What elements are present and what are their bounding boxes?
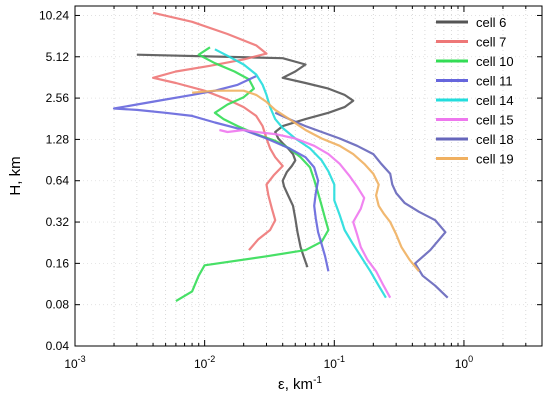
legend-label: cell 18 [476, 132, 514, 147]
x-tick-label: 10-2 [194, 354, 215, 371]
series-line-cell-7 [152, 11, 284, 251]
x-tick-label: 100 [455, 354, 473, 371]
legend-label: cell 19 [476, 152, 514, 167]
x-tick-label-exp: -1 [337, 354, 345, 364]
series-line-cell-14 [214, 48, 387, 299]
legend-label: cell 14 [476, 93, 514, 108]
x-axis-title-sup: -1 [313, 375, 322, 386]
x-tick-label-base: 10 [324, 357, 338, 371]
legend-label: cell 11 [476, 74, 513, 89]
x-tick-label-base: 10 [194, 357, 208, 371]
y-tick-label: 5.12 [46, 50, 70, 64]
x-tick-label: 10-3 [64, 354, 85, 371]
series-line-cell-18 [274, 111, 449, 299]
x-tick-label: 10-1 [324, 354, 345, 371]
series-line-cell-19 [192, 89, 420, 272]
series-line-cell-6 [136, 53, 355, 268]
axes: 0.040.080.160.320.641.282.565.1210.2410-… [39, 5, 543, 371]
legend-label: cell 6 [476, 15, 506, 30]
legend-label: cell 7 [476, 35, 506, 50]
x-tick-label-base: 10 [64, 357, 78, 371]
y-tick-label: 0.08 [46, 298, 70, 312]
y-tick-label: 0.64 [46, 174, 70, 188]
y-axis-title: H, km [7, 156, 24, 195]
series-line-cell-15 [219, 128, 392, 299]
x-axis-title: ε, km-1 [278, 375, 322, 393]
series-layer [112, 11, 449, 303]
plot-frame [74, 5, 543, 347]
x-axis-title-main: ε, km [278, 376, 313, 393]
series-line-cell-10 [175, 46, 330, 303]
legend-label: cell 10 [476, 54, 514, 69]
y-tick-label: 1.28 [46, 132, 70, 146]
x-tick-label-exp: 0 [468, 354, 473, 364]
x-tick-label-exp: -2 [207, 354, 215, 364]
y-tick-label: 2.56 [46, 91, 70, 105]
series-line-cell-11 [112, 75, 330, 272]
y-tick-label: 0.16 [46, 256, 70, 270]
y-tick-label: 0.04 [46, 339, 70, 353]
legend-label: cell 15 [476, 113, 514, 128]
x-tick-label-exp: -3 [78, 354, 86, 364]
legend: cell 6 cell 7 cell 10 cell 11 cell 14 cell 15… [436, 15, 514, 167]
y-tick-label: 10.24 [39, 8, 69, 22]
x-tick-label-base: 10 [455, 357, 469, 371]
y-tick-label: 0.32 [46, 215, 70, 229]
